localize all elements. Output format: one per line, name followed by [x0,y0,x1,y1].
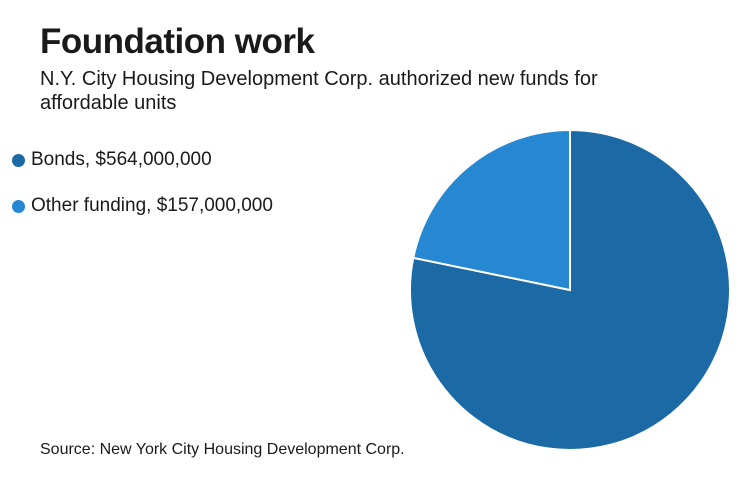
legend-swatch-bonds [12,153,25,167]
source-note: Source: New York City Housing Developmen… [40,441,405,458]
chart-subtitle: N.Y. City Housing Development Corp. auth… [40,68,598,114]
chart-title: Foundation work [40,22,315,61]
legend-item-other-funding: Other funding, $157,000,000 [12,194,273,218]
legend: Bonds, $564,000,000 Other funding, $157,… [12,148,273,240]
legend-swatch-other-funding [12,199,25,213]
legend-item-bonds: Bonds, $564,000,000 [12,148,273,172]
legend-label-bonds: Bonds, $564,000,000 [31,149,212,170]
pie-slice-bonds [408,128,731,451]
legend-label-other-funding: Other funding, $157,000,000 [31,195,273,216]
pie-chart [408,128,731,451]
pie-slice-other-funding [412,128,571,292]
